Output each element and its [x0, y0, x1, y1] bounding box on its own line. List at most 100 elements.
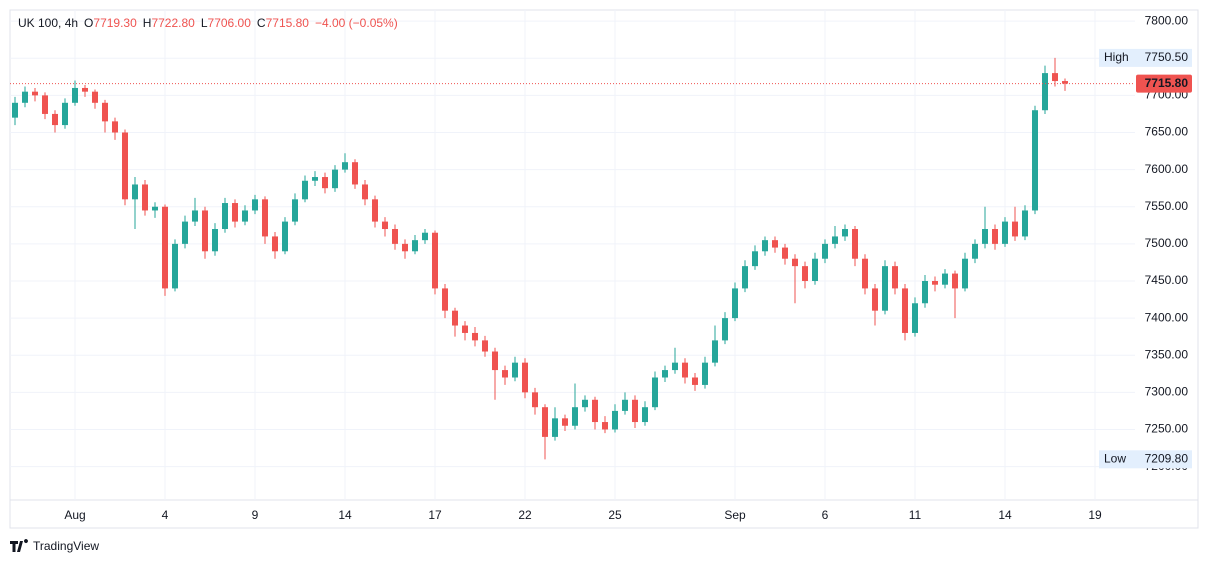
- candle-body: [82, 87, 88, 92]
- candle-body: [632, 399, 638, 423]
- x-tick-label: 6: [822, 508, 829, 522]
- candle-body: [292, 199, 298, 222]
- candle-body: [662, 370, 668, 378]
- candle-body: [452, 310, 458, 326]
- change: −4.00 (−0.05%): [315, 16, 398, 30]
- candle-body: [402, 243, 408, 252]
- candle-body: [1052, 73, 1058, 82]
- candle-body: [942, 273, 948, 285]
- candle-body: [392, 229, 398, 244]
- candle-body: [32, 91, 38, 96]
- candle-body: [1042, 73, 1048, 111]
- candle-body: [822, 243, 828, 259]
- y-tick-label: 7300.00: [1145, 385, 1189, 399]
- x-tick-label: 22: [518, 508, 532, 522]
- candle-body: [582, 399, 588, 408]
- candle-body: [932, 280, 938, 285]
- candle-body: [152, 206, 158, 211]
- candle-body: [42, 95, 48, 114]
- candle-body: [332, 169, 338, 189]
- h-label: H: [143, 16, 152, 30]
- candle-body: [852, 229, 858, 259]
- candle-body: [422, 232, 428, 241]
- candle-body: [862, 258, 868, 289]
- x-tick-label: 9: [252, 508, 259, 522]
- candle-body: [562, 418, 568, 426]
- candle-body: [902, 288, 908, 333]
- candle-body: [462, 325, 468, 333]
- candle-body: [1022, 210, 1028, 237]
- candle-body: [752, 251, 758, 267]
- candle-body: [652, 377, 658, 408]
- candle-body: [1002, 221, 1008, 244]
- candle-body: [342, 162, 348, 170]
- x-tick-label: Sep: [724, 508, 746, 522]
- grid: 7200.007250.007300.007350.007400.007450.…: [10, 10, 1188, 522]
- low-value: 7209.80: [1145, 451, 1189, 465]
- candle-body: [542, 407, 548, 437]
- x-tick-label: 11: [909, 508, 922, 522]
- candle-body: [772, 240, 778, 248]
- y-tick-label: 7550.00: [1145, 199, 1189, 213]
- c-label: C: [257, 16, 266, 30]
- y-tick-label: 7400.00: [1145, 310, 1189, 324]
- candle-body: [1032, 110, 1038, 211]
- candle-body: [382, 221, 388, 230]
- candle-body: [742, 266, 748, 289]
- candle-body: [692, 377, 698, 385]
- candle-body: [432, 232, 438, 289]
- candle-body: [952, 273, 958, 289]
- header: UK 100, 4h O7719.30 H7722.80 L7706.00 C7715.…: [18, 16, 398, 30]
- candle-body: [642, 407, 648, 423]
- candle-body: [922, 280, 928, 304]
- candle-body: [672, 362, 678, 371]
- candle-body: [792, 258, 798, 267]
- candle-body: [72, 87, 78, 103]
- candle-body: [622, 399, 628, 411]
- frame: [9, 9, 1199, 529]
- candle-body: [202, 210, 208, 252]
- candle-body: [802, 266, 808, 281]
- candle-body: [712, 340, 718, 363]
- x-tick-label: 25: [608, 508, 622, 522]
- high-value: 7750.50: [1145, 50, 1189, 64]
- candle-body: [832, 236, 838, 244]
- candle-body: [112, 121, 118, 133]
- candles: [12, 57, 1068, 460]
- candle-body: [242, 210, 248, 222]
- candle-body: [192, 210, 198, 222]
- candle-body: [442, 288, 448, 311]
- candle-body: [592, 399, 598, 423]
- candle-body: [502, 370, 508, 378]
- candle-body: [182, 221, 188, 244]
- candle-body: [62, 102, 68, 126]
- high-label: High: [1104, 50, 1129, 64]
- candle-body: [1012, 221, 1018, 237]
- candle-body: [992, 229, 998, 244]
- candle-body: [102, 102, 108, 122]
- y-tick-label: 7450.00: [1145, 273, 1189, 287]
- candle-body: [1062, 81, 1068, 84]
- symbol: UK 100, 4h: [18, 16, 78, 30]
- overlay: 7715.80 High 7750.50 Low 7209.80: [10, 48, 1192, 469]
- l-label: L: [201, 16, 208, 30]
- candle-body: [982, 229, 988, 244]
- l-value: 7706.00: [208, 16, 252, 30]
- x-tick-label: Aug: [64, 508, 85, 522]
- candle-body: [912, 303, 918, 333]
- candle-body: [322, 177, 328, 189]
- candle-body: [482, 340, 488, 352]
- candle-body: [612, 410, 618, 430]
- candle-body: [232, 203, 238, 222]
- x-tick-label: 14: [998, 508, 1012, 522]
- candle-body: [812, 258, 818, 281]
- candle-body: [892, 266, 898, 289]
- candle-body: [872, 288, 878, 311]
- candle-body: [372, 199, 378, 222]
- logo-text: TradingView: [33, 539, 99, 553]
- candle-body: [312, 177, 318, 181]
- candle-body: [882, 266, 888, 311]
- y-tick-label: 7350.00: [1145, 347, 1189, 361]
- low-label: Low: [1104, 451, 1126, 465]
